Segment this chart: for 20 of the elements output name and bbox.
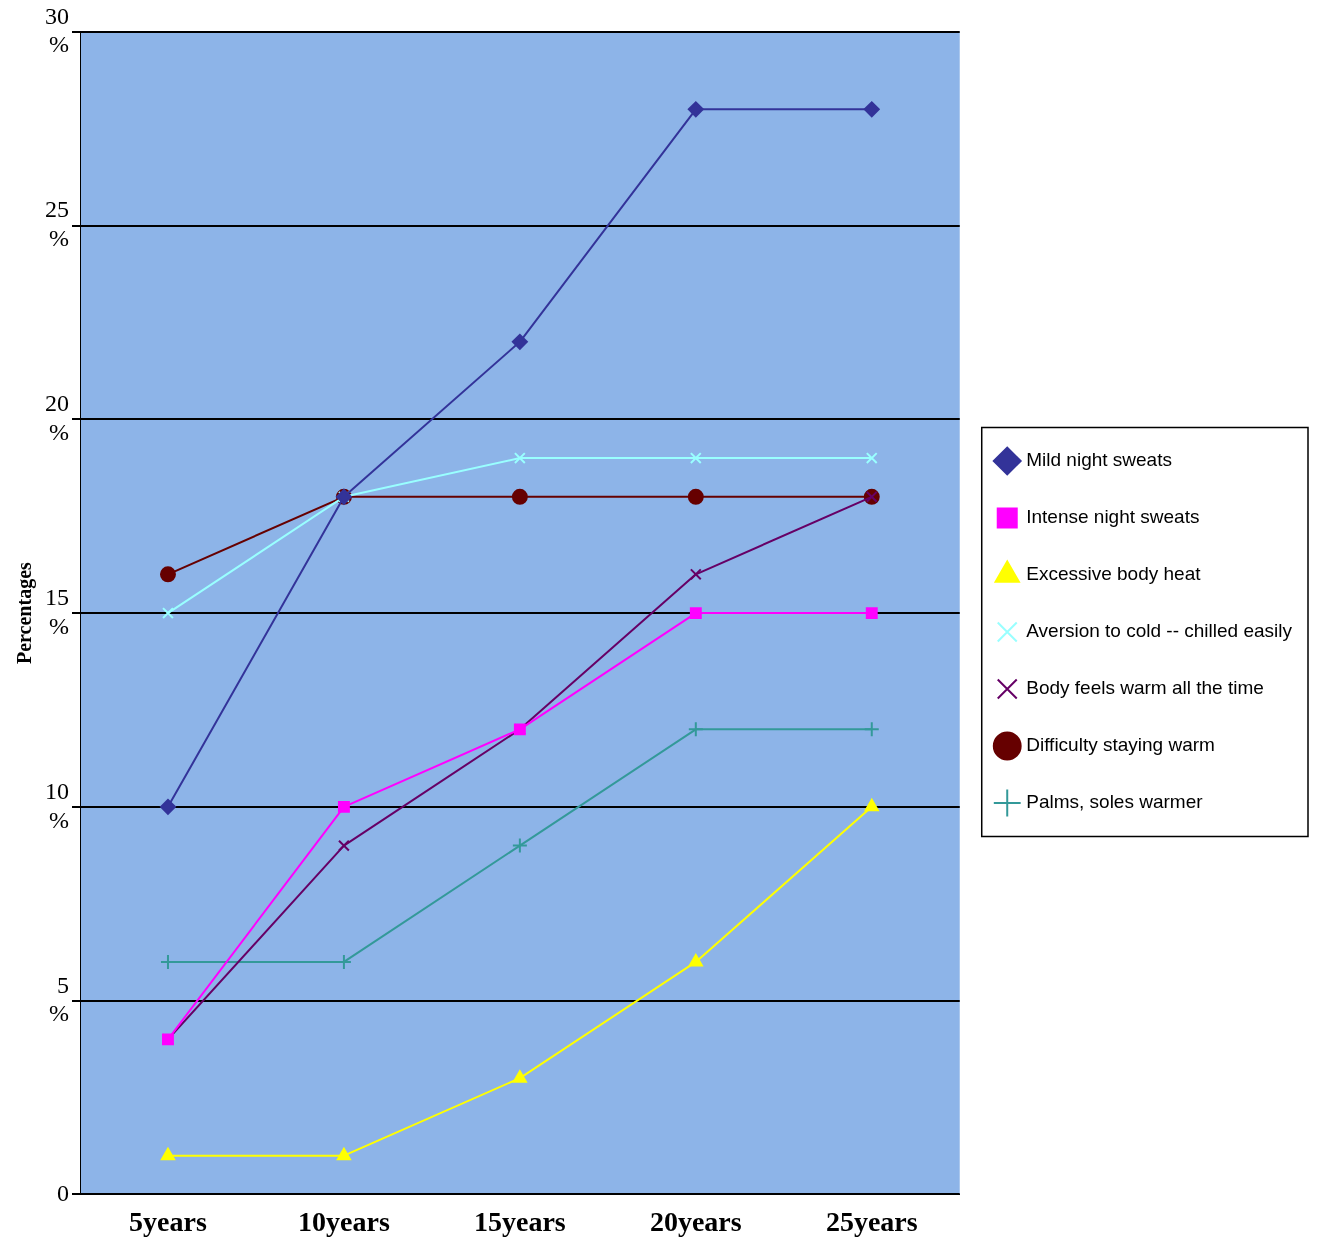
y-axis-title: Percentages — [13, 561, 37, 665]
x-tick-label: 20years — [649, 1206, 742, 1238]
legend-label: Mild night sweats — [1026, 449, 1172, 471]
legend-label: Difficulty staying warm — [1026, 734, 1215, 756]
x-tick-label: 5years — [129, 1206, 207, 1238]
legend-label: Body feels warm all the time — [1026, 677, 1264, 699]
y-tick-label: 15 % — [45, 584, 69, 639]
y-tick-label: 30 % — [45, 2, 69, 58]
y-tick-label: 20 % — [45, 390, 69, 446]
x-tick-label: 25years — [825, 1206, 918, 1238]
y-tick-label: 0 — [57, 1179, 69, 1206]
legend-label: Excessive body heat — [1026, 563, 1202, 585]
legend-label: Palms, soles warmer — [1026, 791, 1204, 813]
legend-label: Aversion to cold -- chilled easily — [1026, 620, 1293, 642]
legend-label: Intense night sweats — [1026, 506, 1200, 528]
y-tick-label: 10 % — [45, 777, 69, 833]
x-tick-label: 10years — [298, 1206, 390, 1238]
y-tick-label: 5 % — [49, 971, 69, 1027]
x-tick-label: 15years — [473, 1206, 566, 1238]
y-tick-label: 25 % — [45, 196, 69, 252]
